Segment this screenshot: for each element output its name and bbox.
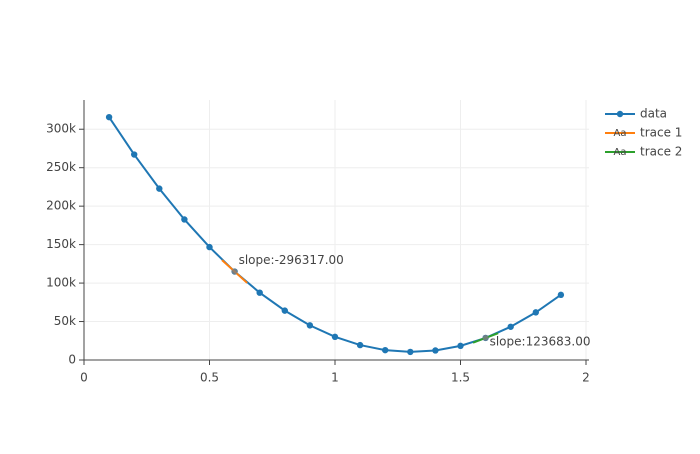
data-point	[432, 347, 439, 354]
data-point	[331, 333, 339, 341]
x-tick-label: 0	[80, 371, 88, 385]
legend-symbol: Aa	[614, 128, 627, 139]
data-point	[105, 113, 113, 121]
y-tick-label: 200k	[46, 199, 76, 213]
y-tick-label: 150k	[46, 237, 76, 251]
y-tick-label: 300k	[46, 122, 76, 136]
x-tick-label: 0.5	[200, 371, 219, 385]
y-tick-label: 50k	[54, 314, 76, 328]
x-tick-label: 1	[331, 371, 339, 385]
data-point	[356, 341, 364, 349]
legend-symbol: Aa	[614, 147, 627, 158]
data-point	[557, 291, 565, 299]
annotation-point	[482, 334, 489, 341]
data-point	[407, 348, 414, 356]
x-tick-label: 2	[582, 371, 590, 385]
data-point	[256, 289, 263, 296]
data-point	[156, 185, 163, 192]
y-tick-label: 0	[68, 353, 76, 367]
data-point	[382, 346, 389, 354]
y-tick-label: 250k	[46, 160, 76, 174]
data-point	[532, 309, 539, 316]
data-point	[457, 342, 464, 350]
x-tick-label: 1.5	[451, 371, 470, 385]
data-point	[131, 151, 138, 158]
legend-label: trace 1	[640, 126, 682, 140]
data-point	[306, 322, 314, 329]
legend-label: trace 2	[640, 145, 682, 159]
annotation: slope:-296317.00	[239, 253, 344, 267]
legend-label: data	[640, 107, 667, 121]
data-point	[507, 323, 514, 330]
annotation: slope:123683.00	[490, 334, 591, 348]
annotation-point	[231, 268, 238, 275]
data-point	[181, 216, 188, 223]
data-point	[206, 243, 213, 251]
data-point	[281, 307, 288, 314]
y-tick-label: 100k	[46, 276, 76, 290]
legend-marker	[616, 110, 624, 118]
